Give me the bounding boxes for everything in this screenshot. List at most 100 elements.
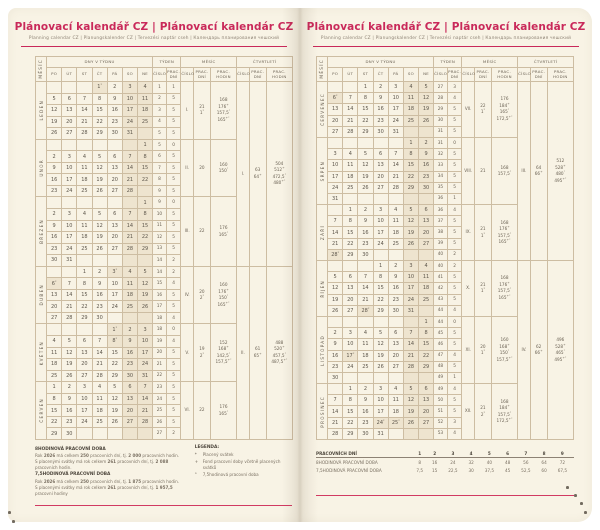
day-cell: 19 <box>136 288 154 302</box>
month-working-hours: 168 176+ 157,5° 165+° <box>490 204 519 261</box>
month-subheader: PRAC. DNÍ <box>192 67 211 82</box>
footer-left: 8HODINOVÁ PRACOVNÍ DOBA Rok 2026 má celke… <box>8 440 300 497</box>
month-working-days: 22 <box>192 196 211 267</box>
day-cell: 8 <box>372 271 389 284</box>
week-working-days: 1 <box>165 81 182 94</box>
day-cell <box>106 254 123 267</box>
day-cell: 18 <box>417 282 435 295</box>
day-cell <box>372 248 389 262</box>
day-cell: 10 <box>136 335 154 348</box>
day-cell: 3 <box>76 381 93 394</box>
quarter-working-days: 61 65+ <box>248 265 267 441</box>
day-cell: 22 <box>76 300 93 313</box>
day-cell <box>61 138 78 152</box>
day-cell: 5 <box>417 80 435 94</box>
day-cell: 2 <box>372 80 389 94</box>
day-cell: 10 <box>402 271 419 284</box>
working-days-table: PRACOVNÍCH DNÍ 1 2 3 4 5 6 7 8 9 8HODINOVÁ PRACOVN… <box>316 449 574 475</box>
day-cell: 27 <box>106 184 123 198</box>
day-cell: 25 <box>417 293 435 306</box>
day-cell: 30 <box>46 254 63 267</box>
perforation-dot <box>580 502 583 505</box>
day-cell: 1 <box>402 136 419 150</box>
month-numeral: III. <box>180 196 194 267</box>
day-cell: 12 <box>106 392 123 406</box>
day-cell: 11 <box>121 277 138 290</box>
month-working-hours: 160 150° <box>209 138 238 198</box>
month-numeral: V. <box>180 323 194 383</box>
day-cell: 3 <box>327 148 344 161</box>
week-number: 20 <box>152 346 167 360</box>
day-cell: 25 <box>76 242 93 256</box>
week-number: 5 <box>152 127 167 140</box>
day-cell: 31 <box>136 369 154 383</box>
day-cell: 12 <box>402 215 419 228</box>
day-name-header: NE <box>136 67 154 82</box>
day-cell: 25 <box>46 369 63 383</box>
week-number: 51 <box>433 405 448 418</box>
day-cell <box>136 427 154 440</box>
day-cell: 12 <box>91 161 108 175</box>
month-working-days: 20 <box>192 138 211 198</box>
month-working-days: 21 1* <box>192 81 211 140</box>
week-working-days: 5 <box>165 127 182 140</box>
day-cell <box>372 136 389 150</box>
day-cell: 29 <box>402 181 419 194</box>
week-working-days: 4 <box>165 311 182 325</box>
day-cell: 23 <box>46 184 63 198</box>
month-working-days: 21 1* <box>473 204 492 261</box>
day-cell: 30 <box>387 304 404 317</box>
month-numeral: I. <box>180 81 194 140</box>
wd-value: 15 <box>432 467 438 473</box>
bottom-rule <box>316 495 574 496</box>
page-header: Plánovací kalendář CZ | Plánovací kalend… <box>8 8 300 47</box>
day-cell <box>76 323 93 337</box>
week-working-days: 5 <box>446 125 463 138</box>
wd-header-value: 6 <box>500 449 515 459</box>
week-number: 35 <box>433 181 448 194</box>
day-cell: 15 <box>46 404 63 417</box>
day-cell: 26 <box>372 360 389 373</box>
day-cell: 27 <box>61 127 78 140</box>
day-cell: 27 <box>327 125 344 138</box>
day-cell: 13 <box>327 103 344 116</box>
week-working-days: 5 <box>165 104 182 117</box>
day-cell: 4 <box>91 381 108 394</box>
quarter-subheader: ČÍSLO <box>236 67 250 82</box>
day-cell: 11 <box>91 392 108 406</box>
day-cell: 3 <box>342 327 359 340</box>
day-cell <box>136 184 154 198</box>
wd-value: 52,5 <box>521 467 531 473</box>
day-cell <box>402 315 419 329</box>
day-cell: 16 <box>91 288 108 302</box>
wd-header-value: 9 <box>550 449 574 459</box>
week-number: 11 <box>152 219 167 233</box>
wd-row-label: 8HODINOVÁ PRACOVNÍ DOBA <box>316 459 378 465</box>
day-cell: 4 <box>387 204 404 217</box>
week-number: 34 <box>433 170 448 183</box>
day-cell: 26 <box>46 127 63 140</box>
day-cell: 4 <box>357 327 374 340</box>
day-cell: 9 <box>357 394 374 407</box>
week-number: 10 <box>152 208 167 221</box>
day-cell: 16 <box>357 226 374 239</box>
legend-title: LEGENDA: <box>194 445 220 450</box>
week-number: 26 <box>152 415 167 429</box>
page-header: Plánovací kalendář CZ | Plánovací kalend… <box>300 8 592 47</box>
day-cell: 18 <box>402 103 419 116</box>
week-number: 47 <box>433 349 448 362</box>
day-cell <box>387 136 404 150</box>
day-cell: 14 <box>342 103 359 116</box>
day-cell: 9 <box>357 215 374 228</box>
quarter-numeral: I. <box>236 81 250 267</box>
day-cell: 23 <box>121 358 138 371</box>
day-cell <box>91 196 108 209</box>
wd-value: 64 <box>541 459 547 465</box>
quarter-working-hours: 488 520+ 457,5° 487,5+° <box>265 265 294 441</box>
day-cell: 26 <box>106 415 123 429</box>
day-cell: 28 <box>76 127 93 140</box>
day-cell: 23 <box>417 170 435 183</box>
month-name: ČERVENEC <box>315 81 329 138</box>
quarter-group-header: ČTVRTLETÍ <box>236 56 293 68</box>
day-cell: 23 <box>91 300 108 313</box>
